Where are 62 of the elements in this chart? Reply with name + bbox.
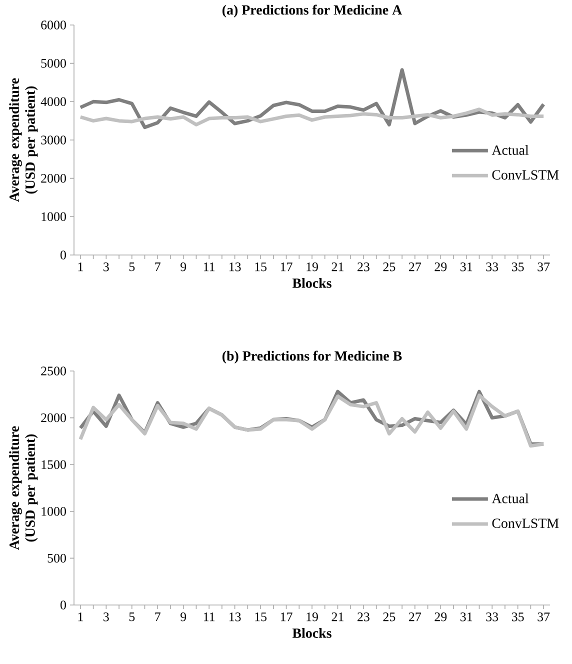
x-tick-label: 35	[512, 612, 524, 622]
x-tick-label: 13	[229, 262, 241, 272]
x-tick-label: 31	[460, 262, 472, 272]
x-tick-label: 9	[180, 612, 186, 622]
x-tick-label: 7	[155, 612, 160, 621]
x-tick-label: 1	[78, 262, 83, 272]
x-tick-label: 21	[332, 262, 344, 272]
legend-label: ConvLSTM	[492, 518, 559, 528]
y-tick-label: 4000	[40, 97, 66, 106]
x-tick-label: 17	[280, 612, 292, 622]
x-tick-label: 5	[129, 262, 135, 272]
x-tick-label: 23	[358, 262, 370, 272]
legend-label: Actual	[492, 145, 529, 155]
y-tick-label: 6000	[41, 20, 66, 30]
x-tick-label: 31	[460, 612, 472, 622]
x-axis-title: Blocks	[292, 278, 332, 288]
y-tick-label: 1500	[42, 460, 66, 469]
x-tick-label: 19	[306, 612, 318, 622]
y-tick-label: 1000	[42, 507, 66, 516]
x-tick-label: 37	[538, 612, 550, 622]
y-tick-label: 5000	[41, 58, 66, 68]
x-tick-label: 21	[332, 612, 344, 622]
chart-title: (b) Predictions for Medicine B	[222, 350, 402, 364]
x-tick-label: 1	[78, 612, 83, 622]
x-axis-title: Blocks	[292, 628, 332, 638]
y-tick-label: 0	[60, 250, 66, 260]
x-tick-label: 33	[486, 612, 498, 622]
x-tick-label: 11	[204, 262, 215, 272]
y-tick-label: 500	[48, 554, 66, 563]
x-tick-label: 35	[512, 262, 524, 272]
x-tick-label: 9	[180, 262, 186, 272]
x-tick-label: 13	[229, 612, 241, 622]
y-tick-label: 2500	[41, 366, 66, 376]
x-tick-label: 25	[383, 262, 396, 272]
x-tick-label: 29	[434, 612, 447, 622]
x-tick-label: 25	[383, 612, 396, 622]
y-tick-label: 1000	[42, 212, 66, 222]
legend-label: Actual	[492, 493, 529, 504]
x-tick-label: 27	[409, 262, 422, 272]
y-tick-label: 0	[60, 600, 66, 610]
y-tick-label: 3000	[41, 136, 66, 144]
legend-label: ConvLSTM	[492, 170, 559, 180]
x-tick-label: 3	[104, 612, 109, 622]
x-tick-label: 17	[280, 262, 292, 272]
x-tick-label: 27	[409, 612, 422, 622]
x-tick-label: 19	[306, 262, 318, 272]
x-tick-label: 29	[434, 262, 447, 272]
x-tick-label: 11	[204, 612, 215, 622]
x-tick-label: 15	[255, 612, 267, 622]
x-tick-label: 37	[538, 262, 550, 272]
y-tick-label: 2000	[41, 174, 66, 183]
line-series	[78, 108, 546, 126]
y-axis-title: Average expenditure (USD per patient)	[9, 426, 38, 550]
x-tick-label: 15	[255, 262, 267, 272]
y-tick-label: 2000	[41, 413, 66, 422]
x-tick-label: 7	[155, 262, 160, 271]
x-tick-label: 33	[486, 262, 498, 272]
chart-title: (a) Predictions for Medicine A	[222, 4, 402, 18]
x-tick-label: 3	[104, 262, 109, 272]
x-tick-label: 23	[358, 612, 370, 622]
x-tick-label: 5	[129, 612, 135, 622]
y-axis-title: Average expenditure (USD per patient)	[9, 78, 38, 202]
